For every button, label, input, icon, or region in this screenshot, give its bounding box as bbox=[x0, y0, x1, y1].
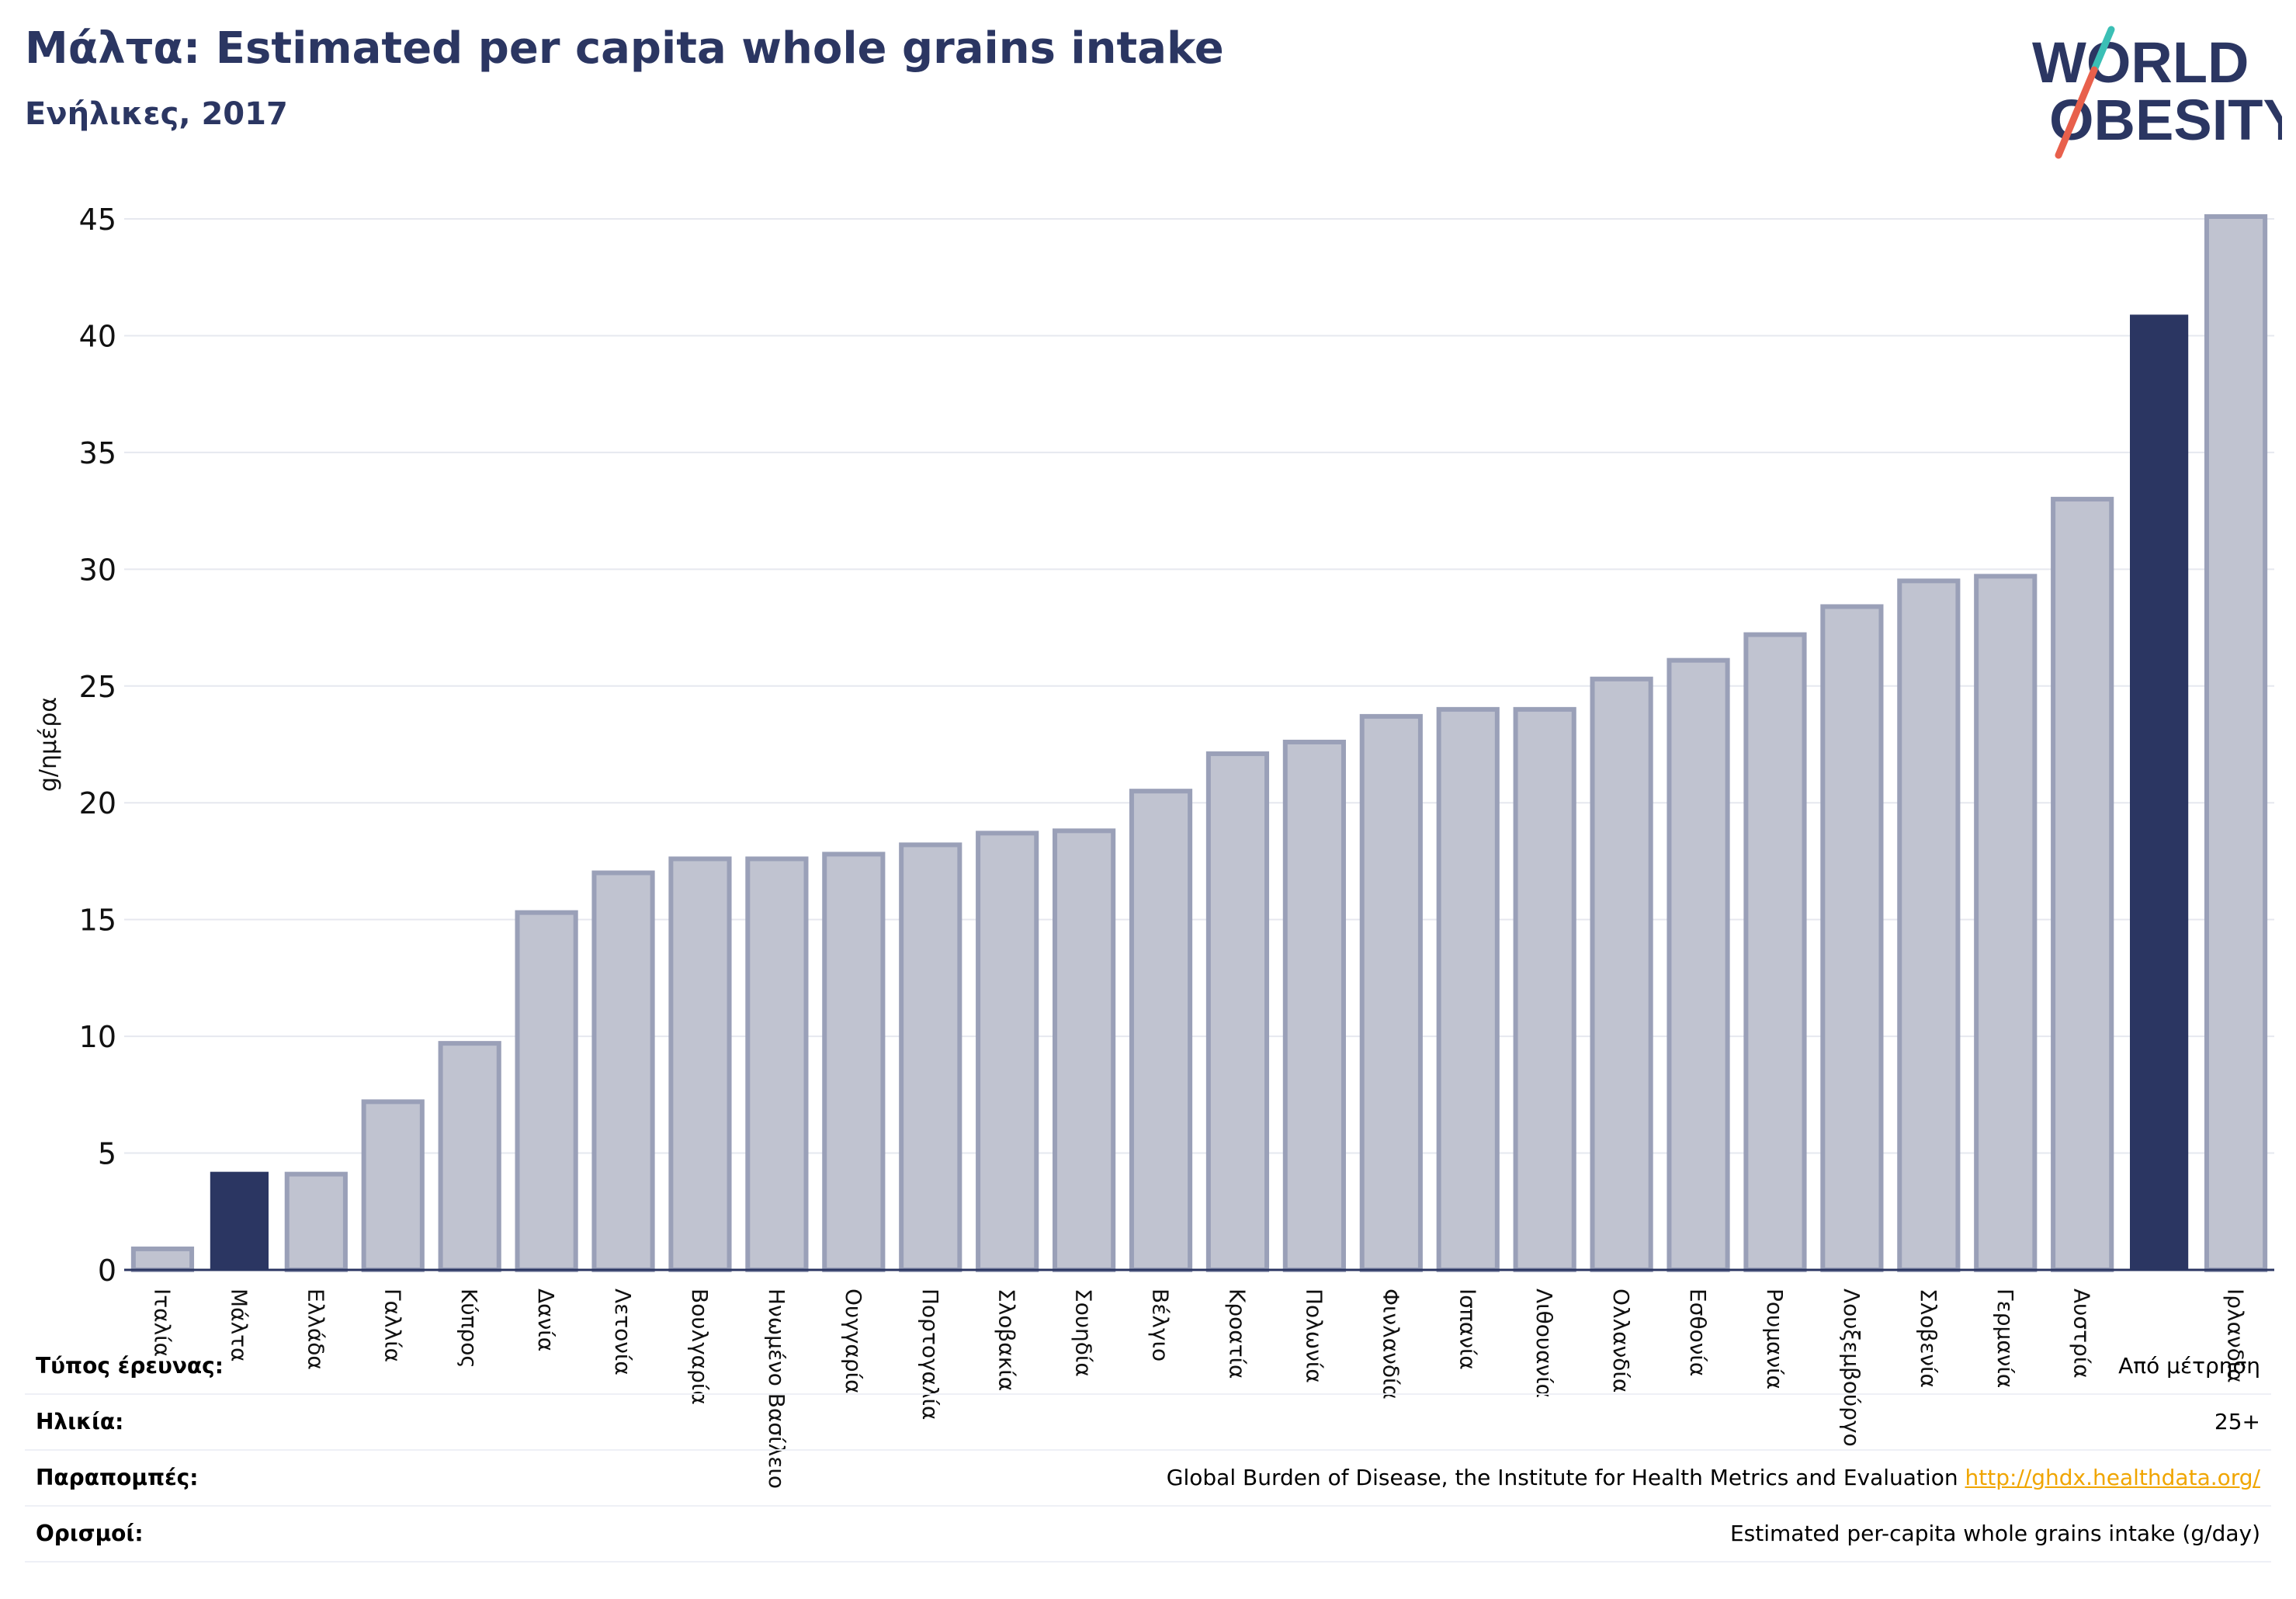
x-tick-label: Λιθουανία bbox=[1531, 1289, 1557, 1398]
x-tick-label: Ιταλία bbox=[149, 1289, 175, 1357]
bar bbox=[1667, 657, 1730, 1272]
meta-value: Estimated per-capita whole grains intake… bbox=[1729, 1521, 2260, 1546]
page-title: Μάλτα: Estimated per capita whole grains… bbox=[25, 23, 1224, 74]
x-tick-label: Ηνωμένο Βασίλειο bbox=[764, 1289, 789, 1489]
x-tick-label: Εσθονία bbox=[1685, 1289, 1711, 1376]
world-obesity-logo: WORLD OBESITY bbox=[2032, 26, 2282, 159]
x-tick-label: Ουγγαρία bbox=[841, 1289, 866, 1394]
x-tick-label: Λετονία bbox=[610, 1289, 636, 1375]
meta-label: Τύπος έρευνας: bbox=[36, 1353, 224, 1379]
x-tick-label: Πορτογαλία bbox=[917, 1289, 943, 1420]
bar bbox=[1820, 604, 1884, 1272]
meta-label: Ορισμοί: bbox=[36, 1521, 144, 1546]
x-tick-label: Κροατία bbox=[1224, 1289, 1250, 1379]
x-tick-label: Ρουμανία bbox=[1762, 1289, 1788, 1389]
logo-slash-red bbox=[2055, 66, 2098, 159]
bar bbox=[2204, 213, 2268, 1273]
bar bbox=[515, 910, 578, 1272]
bar bbox=[1590, 676, 1653, 1272]
bar bbox=[668, 856, 732, 1272]
meta-label: Παραπομπές: bbox=[36, 1465, 199, 1490]
x-tick-label: Ισπανία bbox=[1455, 1289, 1480, 1370]
meta-row-survey-type: Τύπος έρευνας: Από μέτρηση bbox=[25, 1339, 2271, 1395]
y-tick-label: 45 bbox=[79, 203, 116, 237]
meta-label: Ηλικία: bbox=[36, 1409, 124, 1434]
x-tick-label: Μάλτα bbox=[226, 1289, 251, 1362]
bar bbox=[1513, 706, 1576, 1272]
y-tick-label: 5 bbox=[98, 1137, 116, 1171]
x-tick-label: Σουηδία bbox=[1071, 1289, 1097, 1377]
x-tick-label: Ολλανδία bbox=[1608, 1289, 1634, 1393]
x-tick-label: Δανία bbox=[533, 1289, 559, 1351]
x-tick-label: Αυστρία bbox=[2069, 1289, 2095, 1379]
y-tick-label: 25 bbox=[79, 670, 116, 704]
meta-value: Global Burden of Disease, the Institute … bbox=[1167, 1465, 2260, 1490]
x-tick-label: Βέλγιο bbox=[1148, 1289, 1174, 1361]
bar bbox=[2051, 497, 2114, 1272]
y-axis-label: g/ημέρα bbox=[35, 697, 62, 792]
bar bbox=[1053, 828, 1116, 1272]
bar bbox=[284, 1171, 348, 1272]
bar bbox=[1282, 739, 1346, 1272]
x-tick-label: Ιρλανδία bbox=[2223, 1289, 2249, 1383]
y-tick-label: 10 bbox=[79, 1020, 116, 1054]
bar bbox=[1205, 751, 1270, 1272]
x-tick-label: Σλοβενία bbox=[1916, 1289, 1941, 1388]
bar bbox=[1897, 578, 1961, 1272]
logo-slash-teal bbox=[2090, 26, 2115, 74]
bar bbox=[1359, 713, 1423, 1272]
bar bbox=[361, 1099, 425, 1272]
reference-link[interactable]: http://ghdx.healthdata.org/ bbox=[1965, 1465, 2260, 1490]
y-tick-label: 35 bbox=[79, 436, 116, 470]
x-tick-label: Σλοβακία bbox=[994, 1289, 1020, 1391]
page-subtitle: Ενήλικες, 2017 bbox=[25, 96, 288, 132]
bar bbox=[899, 842, 962, 1272]
logo-word-world: WORLD bbox=[2032, 30, 2249, 95]
bar-highlighted bbox=[2130, 314, 2189, 1270]
y-tick-label: 15 bbox=[79, 904, 116, 938]
x-tick-label: Ελλάδα bbox=[303, 1289, 328, 1370]
bar bbox=[822, 852, 886, 1272]
meta-value: Από μέτρηση bbox=[2118, 1353, 2260, 1379]
x-tick-label: Γαλλία bbox=[380, 1289, 405, 1362]
logo-word-obesity: OBESITY bbox=[2049, 88, 2282, 152]
y-tick-label: 20 bbox=[79, 786, 116, 820]
bar bbox=[1436, 706, 1500, 1272]
bar bbox=[1974, 574, 2038, 1272]
x-tick-label: Κύπρος bbox=[456, 1289, 482, 1368]
bar bbox=[438, 1041, 501, 1273]
meta-value: 25+ bbox=[2214, 1409, 2260, 1434]
x-tick-label: Γερμανία bbox=[1993, 1289, 2018, 1388]
y-tick-label: 0 bbox=[98, 1254, 116, 1288]
y-tick-label: 40 bbox=[79, 319, 116, 353]
bar bbox=[591, 870, 655, 1272]
meta-row-references: Παραπομπές: Global Burden of Disease, th… bbox=[25, 1451, 2271, 1507]
x-tick-label: Πολωνία bbox=[1301, 1289, 1327, 1383]
bar-highlighted bbox=[210, 1171, 269, 1270]
bar bbox=[1129, 789, 1193, 1272]
reference-text: Global Burden of Disease, the Institute … bbox=[1166, 1465, 1958, 1490]
bar bbox=[1743, 632, 1807, 1272]
meta-row-age: Ηλικία: 25+ bbox=[25, 1395, 2271, 1451]
y-tick-label: 30 bbox=[79, 553, 116, 587]
x-tick-label: Βουλγαρία bbox=[687, 1289, 713, 1405]
bar bbox=[976, 831, 1039, 1272]
bar bbox=[130, 1246, 195, 1273]
x-tick-label: Φινλανδία bbox=[1378, 1289, 1403, 1400]
bar bbox=[745, 856, 809, 1272]
x-tick-label: Λουξεμβούργο bbox=[1839, 1289, 1864, 1447]
meta-row-definitions: Ορισμοί: Estimated per-capita whole grai… bbox=[25, 1507, 2271, 1563]
